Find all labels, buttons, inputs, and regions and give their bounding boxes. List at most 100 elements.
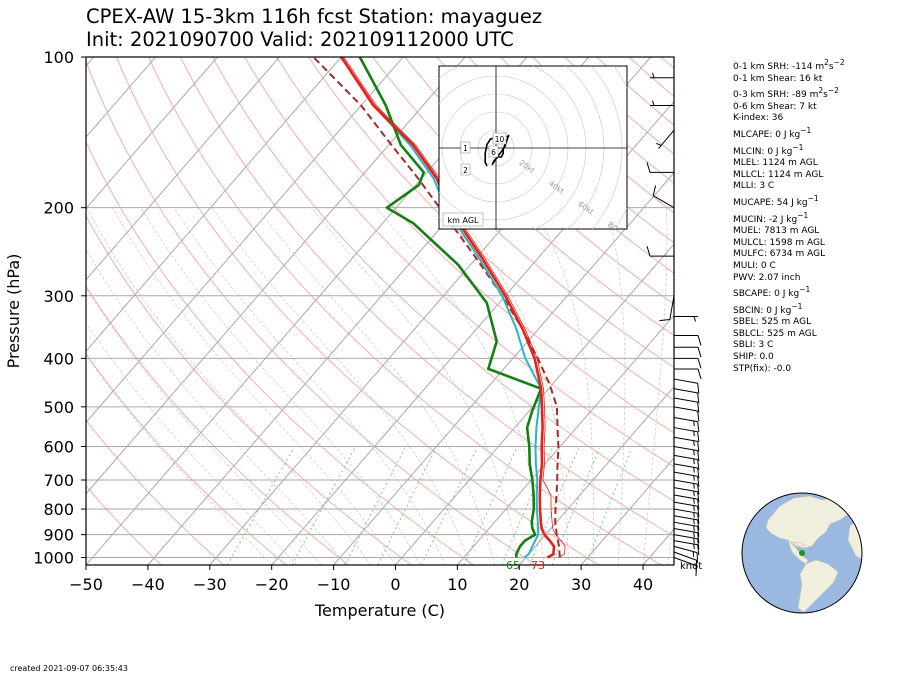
- wind-barb-flag: [697, 506, 700, 517]
- wind-barb-flag: [697, 499, 700, 510]
- wind-barb: [650, 72, 674, 79]
- hodograph-height-box: [460, 141, 471, 154]
- moist-adiabat: [211, 207, 471, 565]
- wind-barb-flag: [697, 421, 700, 433]
- wind-barb-half-flag: [693, 531, 695, 538]
- wind-barb-half-flag: [656, 142, 662, 146]
- wind-barb-half-flag: [693, 512, 695, 518]
- wind-barb: [674, 334, 702, 346]
- index-row: MLLI: 3 C: [733, 181, 775, 192]
- moist-adiabat: [86, 354, 272, 565]
- wind-barb-half-flag: [693, 483, 695, 489]
- wind-barb: [673, 521, 700, 537]
- wind-barb-staff: [673, 388, 698, 394]
- y-tick-label: 100: [43, 48, 74, 67]
- wind-barb-half-flag: [693, 467, 695, 473]
- index-row: SBCAPE: 0 J kg−1: [733, 285, 811, 300]
- hodograph-height-box: [488, 145, 499, 158]
- plot-frame: [85, 56, 675, 566]
- wind-barb-flag: [697, 402, 700, 413]
- wind-barb: [646, 162, 674, 173]
- wind-barb-flag: [697, 491, 700, 503]
- x-tick-label: −10: [317, 575, 351, 594]
- dry-adiabat: [276, 57, 674, 434]
- wind-barb: [673, 406, 700, 422]
- wind-barb: [652, 185, 675, 209]
- dry-adiabat: [244, 57, 674, 468]
- moist-adiabat: [451, 207, 570, 565]
- wind-barb-staff: [652, 195, 675, 209]
- wind-barb-flag: [695, 560, 698, 571]
- x-axis-label: Temperature (C): [314, 601, 445, 620]
- wind-barb: [673, 494, 700, 510]
- wind-barb-flag: [697, 467, 700, 479]
- wind-barb: [659, 295, 675, 322]
- wind-barb-flag: [697, 519, 700, 531]
- mixing-ratio-line: [344, 448, 406, 565]
- wind-barb-flag: [697, 347, 702, 358]
- y-tick-label: 400: [43, 349, 74, 368]
- dry-adiabat: [86, 285, 350, 565]
- wind-barb-half-flag: [693, 430, 695, 437]
- index-row: MUCIN: -2 J kg−1: [733, 210, 809, 225]
- mixing-ratio-line: [421, 448, 478, 565]
- index-row: SBCIN: 0 J kg−1: [733, 301, 803, 316]
- moist-adiabat: [257, 207, 495, 565]
- index-row: MULFC: 6734 m AGL: [733, 249, 826, 260]
- moist-adiabat: [86, 287, 322, 565]
- wind-barb: [673, 378, 700, 394]
- wind-barb-flag: [659, 318, 670, 322]
- wind-unit-label: knot: [680, 561, 702, 572]
- wind-barb: [673, 388, 700, 404]
- index-row: MUEL: 7813 m AGL: [733, 226, 820, 237]
- wind-barb: [673, 397, 700, 413]
- hodograph-height-box: [492, 132, 507, 145]
- y-tick-label: 900: [43, 526, 74, 545]
- wind-barb-flag: [697, 544, 700, 556]
- wind-barb-half-flag: [693, 458, 695, 465]
- wind-barb: [656, 129, 675, 149]
- index-row: MULI: 0 C: [733, 260, 776, 271]
- index-row: MLCIN: 0 J kg−1: [733, 142, 804, 157]
- wind-barb-staff: [673, 545, 698, 554]
- x-tick-label: 0: [390, 575, 400, 594]
- wind-barb-half-flag: [693, 519, 695, 525]
- hodograph-height-label: 6: [491, 148, 496, 157]
- wind-barb: [673, 540, 700, 556]
- wind-barb-half-flag: [693, 538, 695, 544]
- wind-barb-half-flag: [693, 420, 695, 427]
- wind-barb-flag: [697, 476, 700, 487]
- chart-title-line-1: CPEX-AW 15-3km 116h fcst Station: mayagu…: [86, 5, 542, 28]
- wind-barb-staff: [673, 397, 698, 403]
- mixing-ratio-line: [529, 448, 579, 565]
- hodograph-height-label: 1: [463, 144, 468, 153]
- wind-barb-half-flag: [693, 449, 695, 456]
- wind-barb-flag: [652, 185, 657, 196]
- wind-barb: [673, 416, 700, 433]
- wind-barb-staff: [673, 406, 698, 412]
- dry-adiabat: [86, 419, 225, 565]
- index-row: SBLI: 3 C: [733, 340, 774, 351]
- wind-barb-staff: [658, 129, 675, 149]
- globe-outline: [741, 492, 863, 614]
- wind-barb: [673, 427, 700, 443]
- wind-barb-flag: [697, 358, 702, 369]
- wind-barb: [673, 545, 698, 564]
- moist-adiabat: [173, 207, 446, 565]
- hodograph-trace: [484, 134, 510, 167]
- moist-adiabat: [86, 322, 297, 565]
- wind-barb-half-flag: [693, 543, 695, 550]
- wind-barb: [673, 471, 700, 487]
- moist-adiabat: [532, 207, 595, 565]
- wind-barb: [673, 551, 698, 571]
- index-row: SBLCL: 525 m AGL: [733, 328, 817, 339]
- wind-barb-flag: [697, 538, 700, 550]
- wind-barb: [673, 463, 700, 479]
- wind-barb-flag: [697, 335, 702, 346]
- y-tick-label: 600: [43, 437, 74, 456]
- mixing-ratio-line: [463, 448, 517, 565]
- wind-barb-staff: [673, 557, 697, 567]
- moist-adiabat: [111, 207, 396, 565]
- wind-barb: [673, 515, 700, 531]
- wind-barb: [674, 357, 702, 369]
